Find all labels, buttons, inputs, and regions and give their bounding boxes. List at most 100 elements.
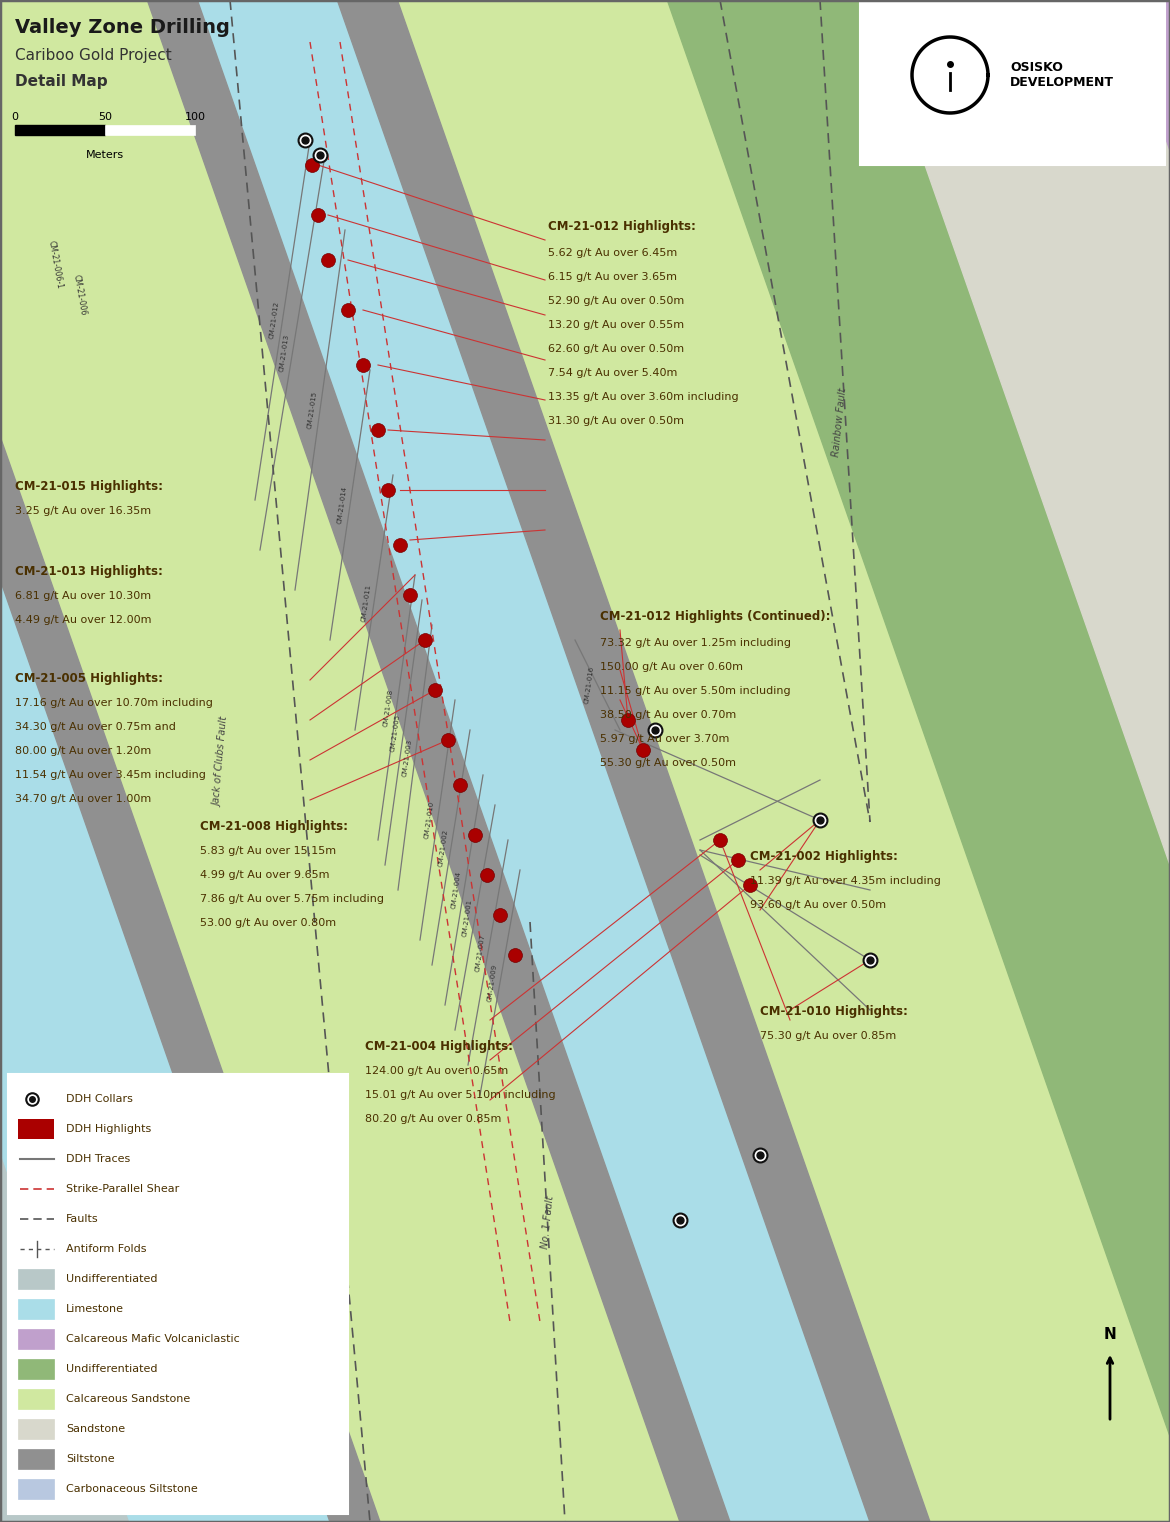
Text: CM-21-001: CM-21-001 <box>461 898 473 938</box>
Text: CM-21-006-1: CM-21-006-1 <box>47 240 63 289</box>
Text: CM-21-011: CM-21-011 <box>360 583 372 622</box>
Bar <box>18 1449 54 1469</box>
Bar <box>860 0 1165 164</box>
Bar <box>8 1075 347 1514</box>
Text: Undifferentiated: Undifferentiated <box>66 1274 158 1285</box>
Text: CM-21-002: CM-21-002 <box>438 828 448 866</box>
Polygon shape <box>0 0 680 1522</box>
Text: CM-21-003: CM-21-003 <box>401 738 413 776</box>
Bar <box>105 125 195 135</box>
Text: Calcareous Sandstone: Calcareous Sandstone <box>66 1394 191 1403</box>
Bar <box>18 1329 54 1348</box>
Text: 50: 50 <box>98 113 112 122</box>
Text: CM-21-014: CM-21-014 <box>337 486 347 524</box>
Text: 5.97 g/t Au over 3.70m: 5.97 g/t Au over 3.70m <box>600 734 729 744</box>
Text: Antiform Folds: Antiform Folds <box>66 1243 146 1254</box>
Bar <box>18 1298 54 1320</box>
Text: 4.49 g/t Au over 12.00m: 4.49 g/t Au over 12.00m <box>15 615 151 626</box>
Text: 11.54 g/t Au over 3.45m including: 11.54 g/t Au over 3.45m including <box>15 770 206 779</box>
Text: DDH Collars: DDH Collars <box>66 1094 133 1103</box>
Polygon shape <box>0 0 330 1522</box>
Text: CM-21-009: CM-21-009 <box>487 963 497 1001</box>
Text: 73.32 g/t Au over 1.25m including: 73.32 g/t Au over 1.25m including <box>600 638 791 648</box>
Text: CM-21-010 Highlights:: CM-21-010 Highlights: <box>760 1005 908 1018</box>
Text: CM-21-012 Highlights (Continued):: CM-21-012 Highlights (Continued): <box>600 610 831 622</box>
Text: 100: 100 <box>185 113 206 122</box>
Polygon shape <box>147 0 730 1522</box>
Text: 13.35 g/t Au over 3.60m including: 13.35 g/t Au over 3.60m including <box>548 393 738 402</box>
Text: 150.00 g/t Au over 0.60m: 150.00 g/t Au over 0.60m <box>600 662 743 673</box>
Text: Siltstone: Siltstone <box>66 1454 115 1464</box>
Text: DDH Highlights: DDH Highlights <box>66 1125 151 1134</box>
Text: CM-21-016: CM-21-016 <box>584 665 596 705</box>
Text: 5.83 g/t Au over 15.15m: 5.83 g/t Au over 15.15m <box>200 846 336 855</box>
Polygon shape <box>198 0 870 1522</box>
Text: 93.60 g/t Au over 0.50m: 93.60 g/t Au over 0.50m <box>750 900 886 910</box>
Polygon shape <box>337 0 930 1522</box>
Text: N: N <box>1103 1327 1116 1342</box>
Text: CM-21-002 Highlights:: CM-21-002 Highlights: <box>750 849 897 863</box>
Polygon shape <box>398 0 1170 1522</box>
Text: 80.20 g/t Au over 0.85m: 80.20 g/t Au over 0.85m <box>365 1114 502 1125</box>
Text: 11.39 g/t Au over 4.35m including: 11.39 g/t Au over 4.35m including <box>750 877 941 886</box>
Polygon shape <box>0 0 130 1522</box>
Text: 11.15 g/t Au over 5.50m including: 11.15 g/t Au over 5.50m including <box>600 686 791 696</box>
Polygon shape <box>867 0 1170 1522</box>
Text: 4.99 g/t Au over 9.65m: 4.99 g/t Au over 9.65m <box>200 871 330 880</box>
Text: 38.50 g/t Au over 0.70m: 38.50 g/t Au over 0.70m <box>600 709 736 720</box>
Text: CM-21-005 Highlights:: CM-21-005 Highlights: <box>15 673 163 685</box>
Text: 7.86 g/t Au over 5.75m including: 7.86 g/t Au over 5.75m including <box>200 893 384 904</box>
Text: 75.30 g/t Au over 0.85m: 75.30 g/t Au over 0.85m <box>760 1030 896 1041</box>
Text: Limestone: Limestone <box>66 1304 124 1313</box>
Text: Rainbow Fault: Rainbow Fault <box>832 387 848 457</box>
Text: OSISKO
DEVELOPMENT: OSISKO DEVELOPMENT <box>1010 61 1114 88</box>
Text: CM-21-007: CM-21-007 <box>474 933 486 971</box>
Text: Carbonaceous Siltstone: Carbonaceous Siltstone <box>66 1484 198 1495</box>
Text: CM-21-008 Highlights:: CM-21-008 Highlights: <box>200 820 347 833</box>
Text: 0: 0 <box>12 113 19 122</box>
Text: 6.81 g/t Au over 10.30m: 6.81 g/t Au over 10.30m <box>15 591 151 601</box>
Text: 13.20 g/t Au over 0.55m: 13.20 g/t Au over 0.55m <box>548 320 684 330</box>
Text: 17.16 g/t Au over 10.70m including: 17.16 g/t Au over 10.70m including <box>15 699 213 708</box>
Text: CM-21-013 Highlights:: CM-21-013 Highlights: <box>15 565 163 578</box>
Text: 34.30 g/t Au over 0.75m and: 34.30 g/t Au over 0.75m and <box>15 721 176 732</box>
Text: 34.70 g/t Au over 1.00m: 34.70 g/t Au over 1.00m <box>15 794 151 804</box>
Bar <box>18 1419 54 1438</box>
Text: 55.30 g/t Au over 0.50m: 55.30 g/t Au over 0.50m <box>600 758 736 769</box>
Text: Cariboo Gold Project: Cariboo Gold Project <box>15 49 172 62</box>
Text: Meters: Meters <box>85 151 124 160</box>
Text: 15.01 g/t Au over 5.10m including: 15.01 g/t Au over 5.10m including <box>365 1090 556 1100</box>
Text: 6.15 g/t Au over 3.65m: 6.15 g/t Au over 3.65m <box>548 272 677 282</box>
Text: CM-21-004 Highlights:: CM-21-004 Highlights: <box>365 1040 512 1053</box>
Text: Faults: Faults <box>66 1215 98 1224</box>
Text: CM-21-004: CM-21-004 <box>450 871 462 909</box>
Text: Strike-Parallel Shear: Strike-Parallel Shear <box>66 1184 179 1193</box>
Text: CM-21-015 Highlights:: CM-21-015 Highlights: <box>15 479 163 493</box>
Polygon shape <box>1117 0 1170 1522</box>
Text: 31.30 g/t Au over 0.50m: 31.30 g/t Au over 0.50m <box>548 416 684 426</box>
Text: CM-21-006: CM-21-006 <box>73 274 88 317</box>
Text: DDH Traces: DDH Traces <box>66 1154 130 1164</box>
Text: Undifferentiated: Undifferentiated <box>66 1364 158 1374</box>
Text: CM-21-012: CM-21-012 <box>269 301 280 339</box>
Text: 80.00 g/t Au over 1.20m: 80.00 g/t Au over 1.20m <box>15 746 151 756</box>
Bar <box>18 1269 54 1289</box>
Text: Jack of Clubs Fault: Jack of Clubs Fault <box>213 717 230 807</box>
Bar <box>18 1119 54 1138</box>
Text: 124.00 g/t Au over 0.65m: 124.00 g/t Au over 0.65m <box>365 1065 508 1076</box>
Text: No. 1 Fault: No. 1 Fault <box>541 1195 556 1250</box>
Text: 7.54 g/t Au over 5.40m: 7.54 g/t Au over 5.40m <box>548 368 677 377</box>
Text: 53.00 g/t Au over 0.80m: 53.00 g/t Au over 0.80m <box>200 918 336 928</box>
Bar <box>18 1390 54 1409</box>
Text: CM-21-013: CM-21-013 <box>278 333 290 371</box>
Polygon shape <box>667 0 1170 1522</box>
Text: CM-21-010: CM-21-010 <box>424 801 435 839</box>
Text: CM-21-005: CM-21-005 <box>390 714 401 752</box>
Text: Detail Map: Detail Map <box>15 75 108 88</box>
Bar <box>15 125 105 135</box>
Text: CM-21-008: CM-21-008 <box>383 688 394 728</box>
Text: 52.90 g/t Au over 0.50m: 52.90 g/t Au over 0.50m <box>548 295 684 306</box>
Bar <box>18 1479 54 1499</box>
Text: 62.60 g/t Au over 0.50m: 62.60 g/t Au over 0.50m <box>548 344 684 355</box>
Text: Calcareous Mafic Volcaniclastic: Calcareous Mafic Volcaniclastic <box>66 1333 240 1344</box>
